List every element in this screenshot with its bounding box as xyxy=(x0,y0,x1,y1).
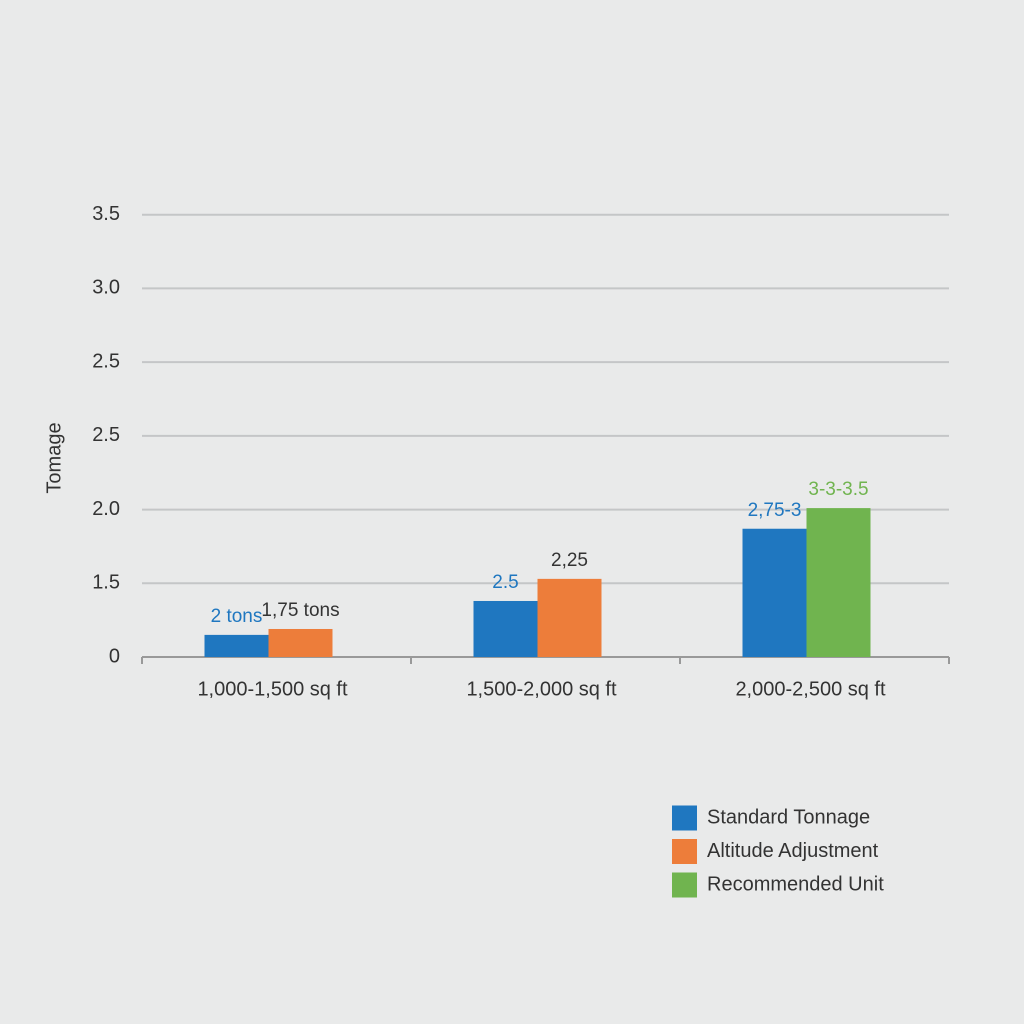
x-tick-label: 1,500-2,000 sq ft xyxy=(466,678,617,700)
y-tick-label: 1.5 xyxy=(92,572,120,594)
y-tick-label: 2.5 xyxy=(92,424,120,446)
y-axis-title: Tomage xyxy=(43,422,65,493)
y-tick-label: 3.0 xyxy=(92,277,120,299)
data-label: 2,75-3 xyxy=(748,500,802,521)
data-label: 3-3-3.5 xyxy=(808,479,868,500)
bar xyxy=(473,600,538,657)
data-label: 2 tons xyxy=(211,606,263,627)
y-tick-label: 3.5 xyxy=(92,203,120,225)
data-label: 2.5 xyxy=(492,572,518,593)
legend-label: Standard Tonnage xyxy=(707,806,870,828)
y-tick-label: 2.5 xyxy=(92,350,120,372)
legend-label: Altitude Adjustment xyxy=(707,840,879,862)
bar xyxy=(537,578,602,657)
y-tick-label: 2.0 xyxy=(92,498,120,520)
bar xyxy=(742,528,807,657)
legend-swatch xyxy=(672,839,697,864)
bar xyxy=(806,508,871,657)
x-tick-label: 1,000-1,500 sq ft xyxy=(197,678,348,700)
legend-swatch xyxy=(672,805,697,831)
bar xyxy=(268,628,333,657)
bar xyxy=(204,634,269,657)
data-label: 2,25 xyxy=(551,550,588,571)
data-label: 1,75 tons xyxy=(261,600,339,621)
y-tick-label: 0 xyxy=(109,645,120,667)
legend-swatch xyxy=(672,872,697,898)
x-tick-label: 2,000-2,500 sq ft xyxy=(735,678,886,700)
legend-label: Recommended Unit xyxy=(707,873,884,895)
